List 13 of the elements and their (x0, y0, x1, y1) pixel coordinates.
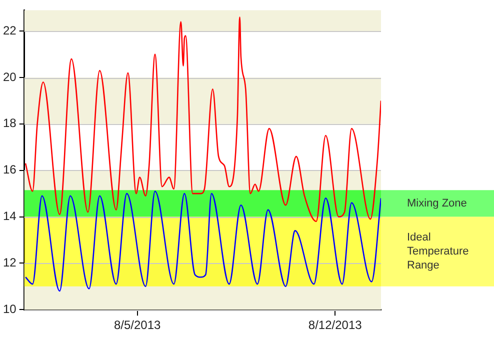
y-tick-label: 22 (2, 23, 17, 38)
band-label: Mixing Zone (407, 197, 467, 210)
line-series (24, 190, 381, 292)
y-tick-label: 20 (2, 70, 17, 84)
y-tick-label: 16 (2, 162, 17, 177)
y-tick-label: 14 (2, 209, 17, 224)
x-tick-label: 8/12/2013 (308, 318, 362, 332)
line-series (24, 16, 381, 222)
y-tick-label: 12 (2, 255, 17, 270)
x-tick-label: 8/5/2013 (114, 318, 162, 332)
y-tick-label: 10 (2, 302, 17, 316)
y-tick-label: 18 (2, 116, 17, 130)
band-label: Ideal Temperature Range (407, 232, 469, 272)
